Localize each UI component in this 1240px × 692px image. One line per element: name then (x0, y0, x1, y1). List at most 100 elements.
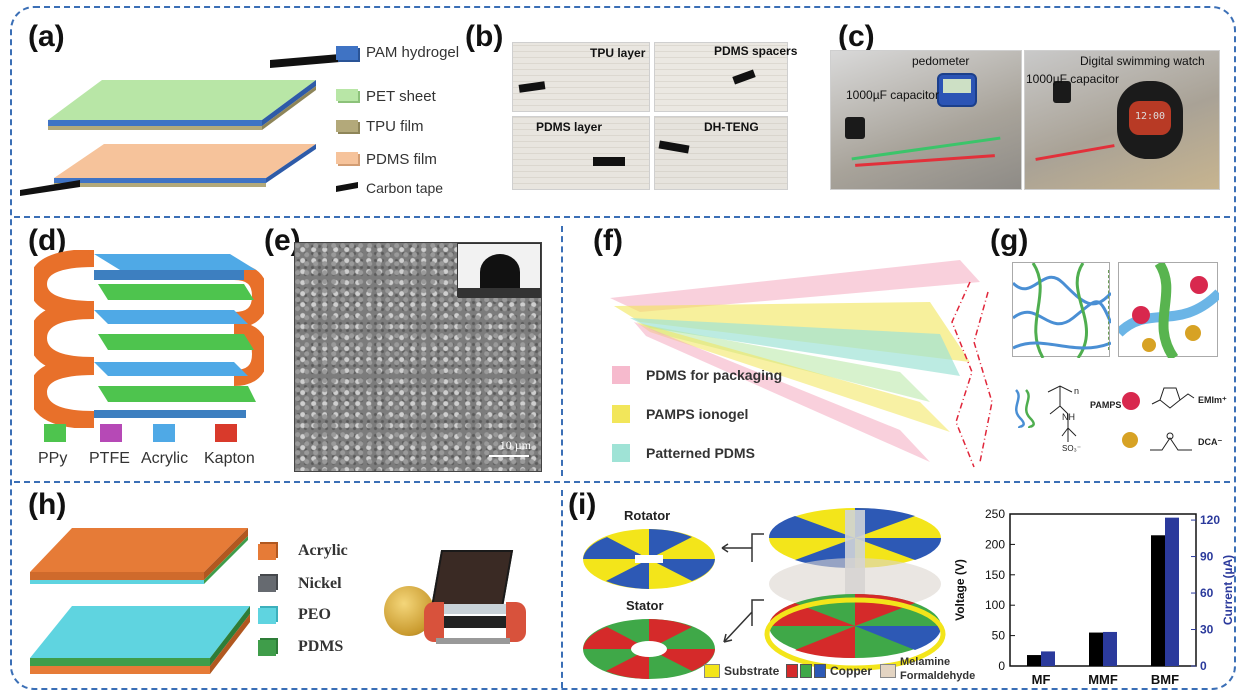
y-left-tick-label: 0 (998, 659, 1005, 673)
y-right-tick-label: 120 (1200, 513, 1220, 527)
panel-i-label: (i) (568, 488, 597, 521)
legend-swatch-ppy (44, 424, 66, 442)
photo-swimming-watch-setup: 12:00 (1024, 50, 1220, 190)
tag-pdms-layer: PDMS layer (536, 120, 603, 134)
legend-swatch-patterned-pdms (612, 444, 630, 462)
legend-pet-sheet: PET sheet (366, 88, 436, 105)
dca-ion-icon (1122, 432, 1138, 448)
assembly-arrows (721, 533, 764, 643)
photo-pdms-layer (512, 116, 650, 190)
legend-swatch-pamps-ionogel (612, 405, 630, 423)
panel-b-label: (b) (465, 20, 504, 53)
zoom-connector (1108, 270, 1120, 350)
scale-bar (489, 455, 529, 457)
polymer-network-view (1011, 262, 1113, 359)
y-right-tick-label: 60 (1200, 586, 1214, 600)
panel-a-label: (a) (28, 20, 65, 53)
water-droplet-inset (457, 243, 541, 298)
legend-swatch-acrylic-h (258, 544, 276, 560)
panel-g-label: (g) (990, 224, 1029, 257)
x-tick-label: BMF (1151, 672, 1179, 687)
legend-swatch-pdms-packaging (612, 366, 630, 384)
dca-structure-icon (1150, 432, 1192, 451)
y-left-tick-label: 200 (985, 537, 1005, 551)
y-left-axis-label: Voltage (V) (953, 559, 967, 621)
tag-dh-teng: DH-TENG (704, 120, 759, 134)
x-tick-label: MMF (1088, 672, 1118, 687)
y-right-axis-label: Current (µA) (1221, 555, 1235, 625)
legend-melamine-line2: Formaldehyde (900, 670, 976, 682)
legend-pamps-ionogel: PAMPS ionogel (646, 406, 749, 422)
assembled-generator (764, 507, 946, 671)
tag-pdms-spacers: PDMS spacers (714, 44, 798, 58)
legend-swatch-copper-blue (814, 664, 826, 678)
legend-copper: Copper (830, 664, 872, 678)
tag-digital-swimming-watch: Digital swimming watch (1080, 54, 1205, 68)
y-left-tick-label: 50 (992, 629, 1006, 643)
bar-voltage-mf (1027, 655, 1041, 666)
tag-pedometer: pedometer (912, 54, 970, 68)
photo-dh-teng (654, 116, 788, 190)
stator-disc (583, 619, 715, 679)
watch-display-text: 12:00 (1134, 111, 1166, 122)
legend-swatch-copper-green (800, 664, 812, 678)
legend-swatch-pam (336, 46, 358, 60)
legend-swatch-nickel (258, 576, 276, 592)
legend-peo: PEO (298, 606, 331, 623)
legend-swatch-copper-red (786, 664, 798, 678)
rotator-disc (583, 529, 715, 589)
scale-bar-label: 10 µm (499, 438, 531, 452)
bar-current-bmf (1165, 517, 1179, 666)
emim-ion-icon (1122, 392, 1140, 410)
panel-f-label: (f) (593, 224, 623, 257)
chem-pamps-label: PAMPS (1090, 400, 1122, 410)
tag-capacitor-left: 1000µF capacitor (846, 88, 939, 102)
y-right-tick-label: 0 (1200, 659, 1207, 673)
pamps-structure-icon (1047, 385, 1077, 442)
panel-c-label: (c) (838, 20, 875, 53)
voltage-current-bar-chart: 0 50 100 150 200 250 0 30 60 90 120 Voltage (V) Curr… (953, 507, 1235, 687)
photo-pedometer-setup (830, 50, 1022, 190)
legend-pam-hydrogel: PAM hydrogel (366, 44, 460, 61)
legend-swatch-pdms (336, 152, 358, 164)
legend-acrylic-d: Acrylic (141, 450, 189, 467)
bar-current-mf (1041, 651, 1055, 666)
legend-acrylic-h: Acrylic (298, 542, 348, 559)
legend-pdms-film: PDMS film (366, 151, 437, 168)
panel-h-label: (h) (28, 488, 67, 521)
legend-ptfe: PTFE (89, 450, 130, 467)
row-divider-1 (14, 216, 1230, 218)
device-photo (422, 542, 532, 662)
legend-swatch-ptfe (100, 424, 122, 442)
panel-h-layer-stack (30, 528, 250, 674)
panel-d-label: (d) (28, 224, 67, 257)
y-left-tick-label: 250 (985, 507, 1005, 521)
rotator-label: Rotator (624, 508, 671, 523)
bar-voltage-mmf (1089, 632, 1103, 666)
y-right-tick-label: 30 (1200, 623, 1214, 637)
chem-n-subscript: n (1074, 386, 1080, 396)
legend-substrate: Substrate (724, 664, 780, 678)
legend-ppy: PPy (38, 450, 68, 467)
chem-dca-label: DCA⁻ (1198, 437, 1223, 447)
legend-pdms-packaging: PDMS for packaging (646, 367, 783, 383)
panel-f-layer-sheets (610, 260, 993, 468)
chem-emim-label: EMIm⁺ (1198, 395, 1227, 405)
y-left-tick-label: 100 (985, 598, 1005, 612)
legend-swatch-tpu (336, 120, 358, 132)
photo-tpu-layer (512, 42, 650, 112)
legend-melamine-line1: Melamine (900, 656, 951, 668)
legend-nickel: Nickel (298, 575, 342, 592)
row-divider-2 (14, 481, 1230, 483)
legend-swatch-peo (258, 608, 276, 624)
legend-kapton: Kapton (204, 450, 255, 467)
legend-swatch-acrylic (153, 424, 175, 442)
bar-voltage-bmf (1151, 535, 1165, 666)
panel-d-folded-stack (34, 250, 264, 428)
chem-so3: SO₃⁻ (1062, 444, 1082, 453)
emim-structure-icon (1151, 387, 1195, 409)
col-divider-mid (561, 226, 563, 476)
tag-tpu-layer: TPU layer (590, 46, 646, 60)
panel-a-layer-stack (20, 54, 340, 196)
y-right-tick-label: 90 (1200, 550, 1214, 564)
